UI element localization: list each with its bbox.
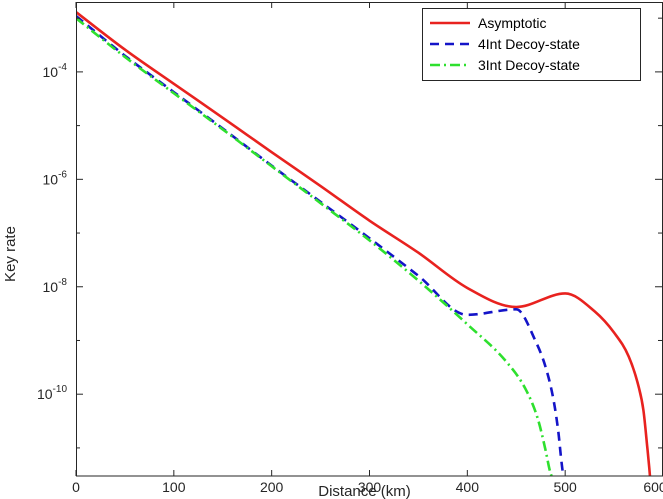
x-tick-label: 100	[162, 479, 186, 495]
x-tick-label: 0	[72, 479, 80, 495]
x-axis-title: Distance (km)	[318, 483, 411, 499]
x-tick-label: 500	[553, 479, 577, 495]
x-tick-label: 200	[260, 479, 284, 495]
y-tick-label: 10-6	[43, 169, 68, 187]
y-tick-label: 10-4	[43, 62, 68, 80]
x-tick-label: 400	[456, 479, 480, 495]
series-line-3	[76, 17, 553, 476]
series-line-1	[76, 11, 652, 476]
y-tick-label: 10-10	[37, 384, 67, 402]
y-axis-title: Key rate	[2, 226, 19, 282]
legend: Asymptotic 4Int Decoy-state 3Int Decoy-sta…	[422, 8, 641, 81]
y-tick-label: 10-8	[43, 277, 68, 295]
legend-box	[422, 8, 641, 81]
x-tick-label: 300	[358, 479, 382, 495]
legend-label-1: Asymptotic	[478, 15, 546, 31]
legend-label-2: 4Int Decoy-state	[478, 36, 580, 52]
legend-label-3: 3Int Decoy-state	[478, 57, 580, 73]
plot-area	[76, 11, 652, 476]
series-line-2	[76, 14, 565, 476]
x-tick-label: 600	[643, 479, 663, 495]
